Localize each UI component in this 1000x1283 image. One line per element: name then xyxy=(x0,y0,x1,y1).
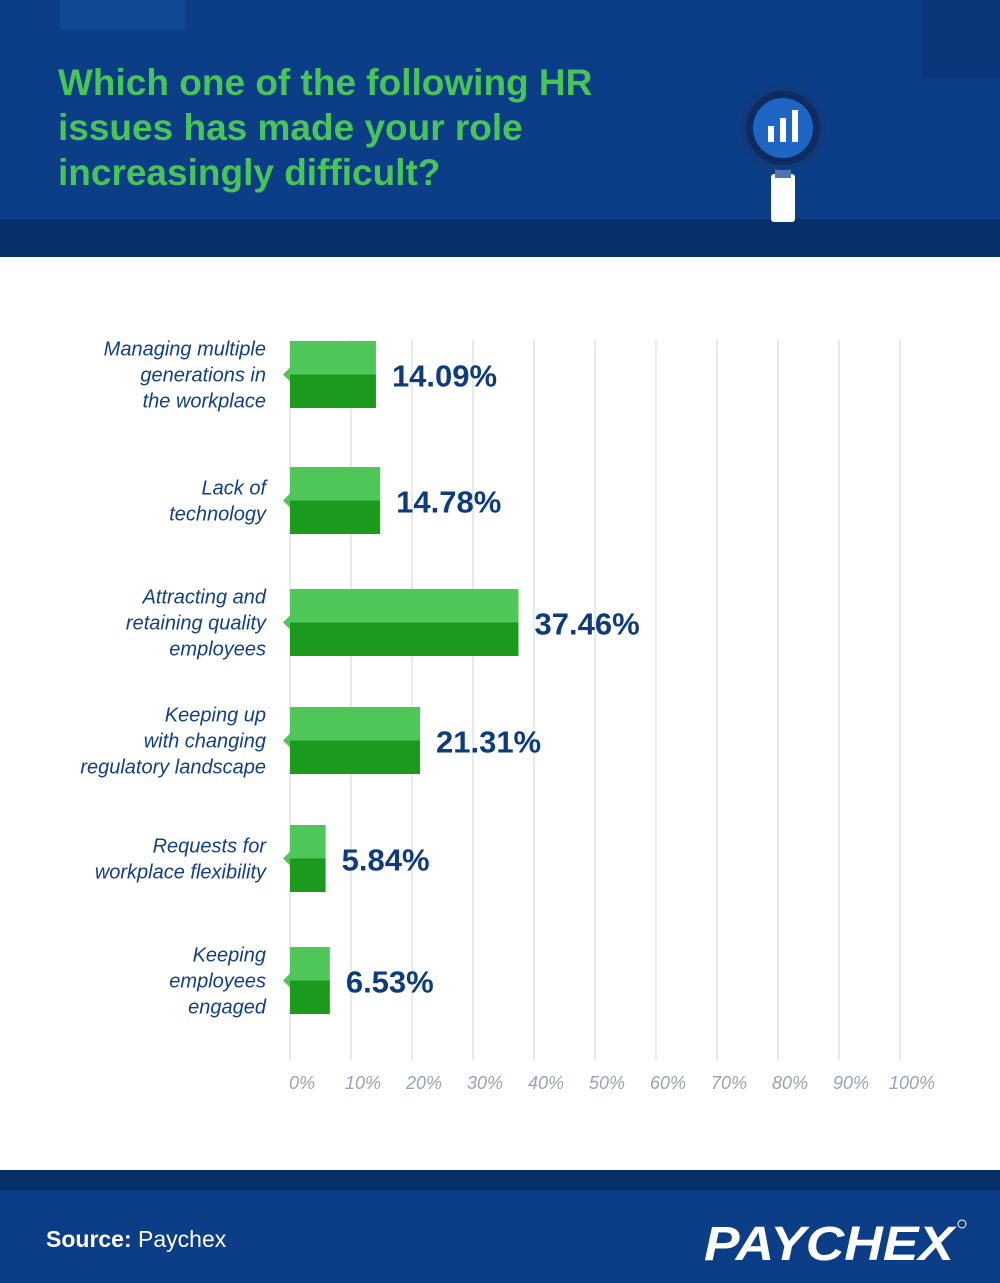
bar-top xyxy=(290,467,381,501)
data-label: 5.84% xyxy=(342,843,430,878)
chart-title: Which one of the following HR issues has… xyxy=(58,62,593,193)
header-band xyxy=(0,219,1000,257)
bar-top xyxy=(290,341,376,375)
paychex-logo: PAYCHEX xyxy=(704,1218,967,1270)
bar-notch xyxy=(283,851,290,866)
x-tick-label: 30% xyxy=(467,1073,503,1093)
x-tick-label: 90% xyxy=(833,1073,869,1093)
source-value: Paychex xyxy=(138,1226,227,1252)
data-label: 21.31% xyxy=(436,725,541,760)
bar-notch xyxy=(283,493,290,508)
category-label: Keeping xyxy=(193,945,266,967)
category-label: generations in xyxy=(140,365,266,387)
category-label: technology xyxy=(169,504,267,526)
bar-notch xyxy=(283,615,290,630)
source-note: Source: Paychex xyxy=(46,1226,226,1253)
bar-bottom xyxy=(290,374,376,408)
category-label: Attracting and xyxy=(142,587,267,609)
x-tick-label: 40% xyxy=(528,1073,564,1093)
bar-bottom xyxy=(290,980,330,1014)
bar-top xyxy=(290,707,420,741)
category-label: engaged xyxy=(188,997,267,1019)
header-decoration xyxy=(922,0,1000,78)
footer: Source: Paychex PAYCHEX xyxy=(0,1170,1000,1283)
bar-notch xyxy=(283,367,290,382)
bar-bottom xyxy=(290,858,326,892)
x-tick-label: 50% xyxy=(589,1073,625,1093)
bar-notch xyxy=(283,733,290,748)
data-label: 6.53% xyxy=(346,965,434,1000)
header-decoration xyxy=(60,0,185,30)
x-tick-label: 0% xyxy=(289,1073,315,1093)
source-label: Source: xyxy=(46,1226,132,1252)
bar-top xyxy=(290,589,519,623)
category-label: with changing xyxy=(144,731,266,753)
bar-top xyxy=(290,825,326,859)
category-label: Keeping up xyxy=(165,705,266,727)
bar-bottom xyxy=(290,740,420,774)
category-label: retaining quality xyxy=(126,613,267,635)
bar-top xyxy=(290,947,330,981)
bar-bottom xyxy=(290,622,519,656)
category-label: Managing multiple xyxy=(104,339,266,361)
bar-chart: 0% 10% 20% 30% 40% 50% 60% 70% 80% 90% 100% 14.09% M… xyxy=(80,339,935,1094)
svg-text:PAYCHEX: PAYCHEX xyxy=(704,1218,957,1270)
category-label: employees xyxy=(169,971,266,993)
x-tick-label: 70% xyxy=(711,1073,747,1093)
data-label: 37.46% xyxy=(535,607,640,642)
bar-notch xyxy=(283,973,290,988)
x-tick-label: 100% xyxy=(889,1073,935,1093)
x-tick-label: 80% xyxy=(772,1073,808,1093)
bar-bottom xyxy=(290,500,381,534)
category-label: workplace flexibility xyxy=(95,862,267,884)
category-label: the workplace xyxy=(143,391,266,413)
x-tick-label: 20% xyxy=(405,1073,442,1093)
x-tick-label: 10% xyxy=(345,1073,381,1093)
footer-band xyxy=(0,1170,1000,1190)
magnifier-chart-icon xyxy=(741,86,825,222)
category-label: employees xyxy=(169,639,266,661)
x-tick-label: 60% xyxy=(650,1073,686,1093)
category-label: Lack of xyxy=(202,478,269,500)
header: Which one of the following HR issues has… xyxy=(0,0,1000,257)
data-label: 14.78% xyxy=(396,485,501,520)
data-label: 14.09% xyxy=(392,359,497,394)
category-label: Requests for xyxy=(153,836,268,858)
category-label: regulatory landscape xyxy=(80,757,266,779)
